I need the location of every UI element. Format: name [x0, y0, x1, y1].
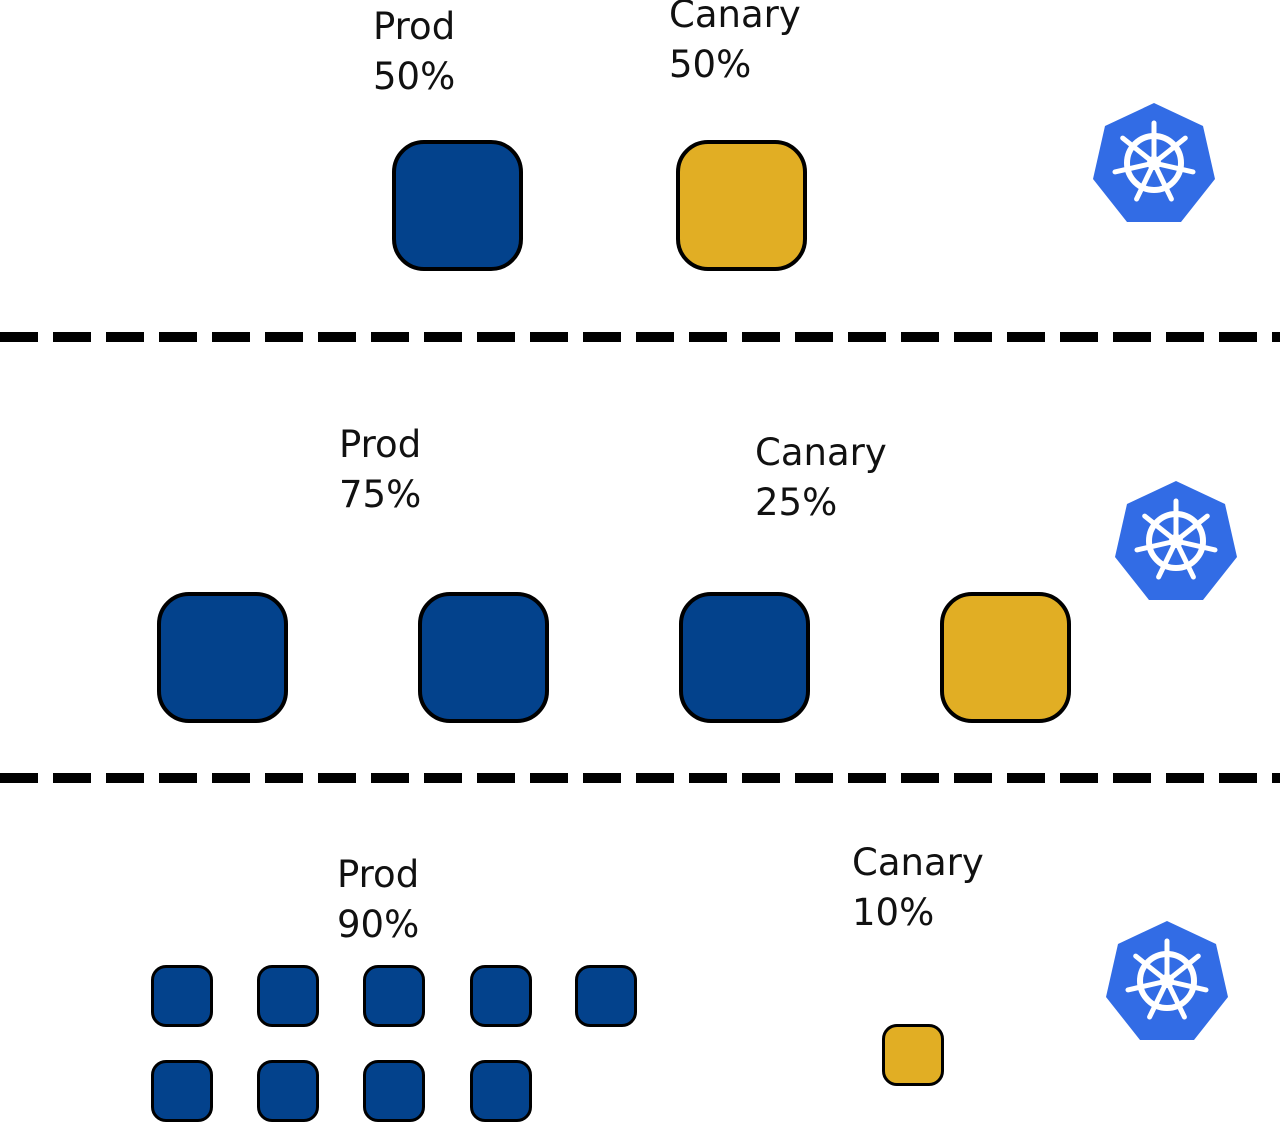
stage1-prod-percent: 50% — [373, 55, 456, 98]
stage-divider — [0, 332, 1280, 342]
stage2-canary-percent: 25% — [755, 481, 838, 524]
kubernetes-icon — [1113, 478, 1239, 604]
stage3-canary-name: Canary — [852, 841, 984, 884]
stage1-canary-percent: 50% — [669, 43, 752, 86]
stage2-prod-percent: 75% — [339, 473, 422, 516]
stage3-prod-pod — [470, 965, 532, 1027]
stage3-prod-pod — [257, 965, 319, 1027]
stage1-prod-label: Prod 50% — [373, 2, 455, 102]
stage3-prod-name: Prod — [337, 853, 420, 896]
stage2-canary-pod — [940, 592, 1071, 723]
kubernetes-icon — [1091, 100, 1217, 226]
stage2-canary-label: Canary 25% — [755, 428, 887, 528]
stage3-canary-label: Canary 10% — [852, 838, 984, 938]
stage3-prod-pod — [575, 965, 637, 1027]
stage3-canary-percent: 10% — [852, 891, 935, 934]
stage1-canary-name: Canary — [669, 0, 801, 36]
stage1-prod-pod — [392, 140, 523, 271]
stage2-prod-pod — [157, 592, 288, 723]
stage3-prod-pod — [151, 965, 213, 1027]
stage2-prod-pod — [418, 592, 549, 723]
stage3-prod-pod — [257, 1060, 319, 1122]
stage2-canary-name: Canary — [755, 431, 887, 474]
stage3-canary-pod — [882, 1024, 944, 1086]
stage2-prod-label: Prod 75% — [339, 420, 421, 520]
stage1-prod-name: Prod — [373, 5, 456, 48]
stage3-prod-pod — [470, 1060, 532, 1122]
stage3-prod-pod — [363, 1060, 425, 1122]
stage3-prod-percent: 90% — [337, 903, 420, 946]
stage1-canary-label: Canary 50% — [669, 0, 801, 90]
stage3-prod-pod — [151, 1060, 213, 1122]
stage3-prod-label: Prod 90% — [337, 850, 419, 950]
stage3-prod-pod — [363, 965, 425, 1027]
stage-divider — [0, 773, 1280, 783]
kubernetes-icon — [1104, 918, 1230, 1044]
stage1-canary-pod — [676, 140, 807, 271]
stage2-prod-pod — [679, 592, 810, 723]
stage2-prod-name: Prod — [339, 423, 422, 466]
